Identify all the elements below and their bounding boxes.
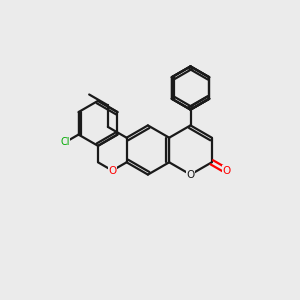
Text: O: O — [186, 169, 195, 180]
Text: O: O — [223, 166, 231, 176]
Text: Cl: Cl — [60, 137, 70, 147]
Text: O: O — [108, 166, 116, 176]
